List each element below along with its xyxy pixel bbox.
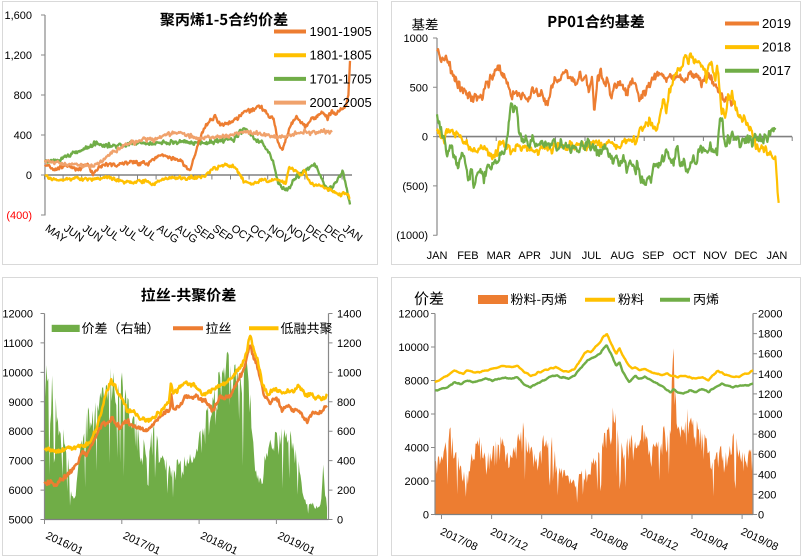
svg-text:MAR: MAR [487,250,512,262]
svg-text:1000: 1000 [404,33,428,45]
svg-text:1000: 1000 [758,409,782,421]
svg-text:0: 0 [26,170,32,182]
svg-text:500: 500 [410,82,428,94]
svg-text:10000: 10000 [398,342,429,354]
svg-text:0: 0 [758,510,764,522]
svg-text:400: 400 [758,469,776,481]
svg-text:JAN: JAN [427,250,448,262]
svg-text:1200: 1200 [758,389,782,401]
svg-text:OCT: OCT [673,250,697,262]
svg-text:4000: 4000 [405,443,429,455]
svg-text:800: 800 [14,90,32,102]
svg-text:SEP: SEP [642,250,664,262]
svg-text:FEB: FEB [457,250,478,262]
svg-text:APR: APR [518,250,541,262]
svg-text:0: 0 [337,515,343,527]
svg-text:1400: 1400 [337,309,361,321]
svg-text:12000: 12000 [398,309,429,321]
svg-text:2000: 2000 [758,309,782,321]
svg-text:5000: 5000 [9,515,33,527]
svg-text:11000: 11000 [3,338,33,350]
svg-text:NOV: NOV [703,250,728,262]
svg-text:AUG: AUG [610,250,634,262]
svg-text:1400: 1400 [758,369,782,381]
svg-text:(400): (400) [6,210,32,222]
svg-text:(1000): (1000) [396,230,428,242]
svg-text:600: 600 [758,449,776,461]
svg-text:600: 600 [337,426,355,438]
svg-text:0: 0 [422,132,428,144]
svg-text:2000: 2000 [405,476,429,488]
svg-text:1701-1705: 1701-1705 [310,71,372,86]
svg-text:6000: 6000 [9,485,33,497]
svg-text:1801-1805: 1801-1805 [310,48,372,63]
svg-text:7000: 7000 [9,456,33,468]
svg-text:2018: 2018 [762,40,791,55]
svg-text:1000: 1000 [337,367,361,379]
svg-text:6000: 6000 [405,409,429,421]
svg-text:1,600: 1,600 [4,10,32,22]
svg-text:12000: 12000 [2,309,33,321]
svg-text:DEC: DEC [734,250,757,262]
svg-text:2017: 2017 [762,63,791,78]
svg-text:8000: 8000 [9,426,33,438]
svg-text:8000: 8000 [405,376,429,388]
svg-text:1200: 1200 [337,338,361,350]
svg-text:JAN: JAN [767,250,788,262]
svg-text:800: 800 [758,429,776,441]
svg-text:800: 800 [337,397,355,409]
svg-text:400: 400 [337,456,355,468]
svg-text:400: 400 [14,130,32,142]
svg-text:9000: 9000 [9,397,33,409]
svg-text:1600: 1600 [758,349,782,361]
svg-text:2019: 2019 [762,16,791,31]
svg-text:(500): (500) [402,181,428,193]
svg-text:1800: 1800 [758,329,782,341]
svg-text:JUN: JUN [550,250,571,262]
svg-text:2001-2005: 2001-2005 [310,95,372,110]
svg-text:1,200: 1,200 [4,50,32,62]
svg-text:1901-1905: 1901-1905 [310,24,372,39]
svg-text:10000: 10000 [2,367,33,379]
svg-text:0: 0 [423,510,429,522]
svg-text:200: 200 [758,489,776,501]
svg-text:200: 200 [337,485,355,497]
svg-text:JUL: JUL [582,250,602,262]
